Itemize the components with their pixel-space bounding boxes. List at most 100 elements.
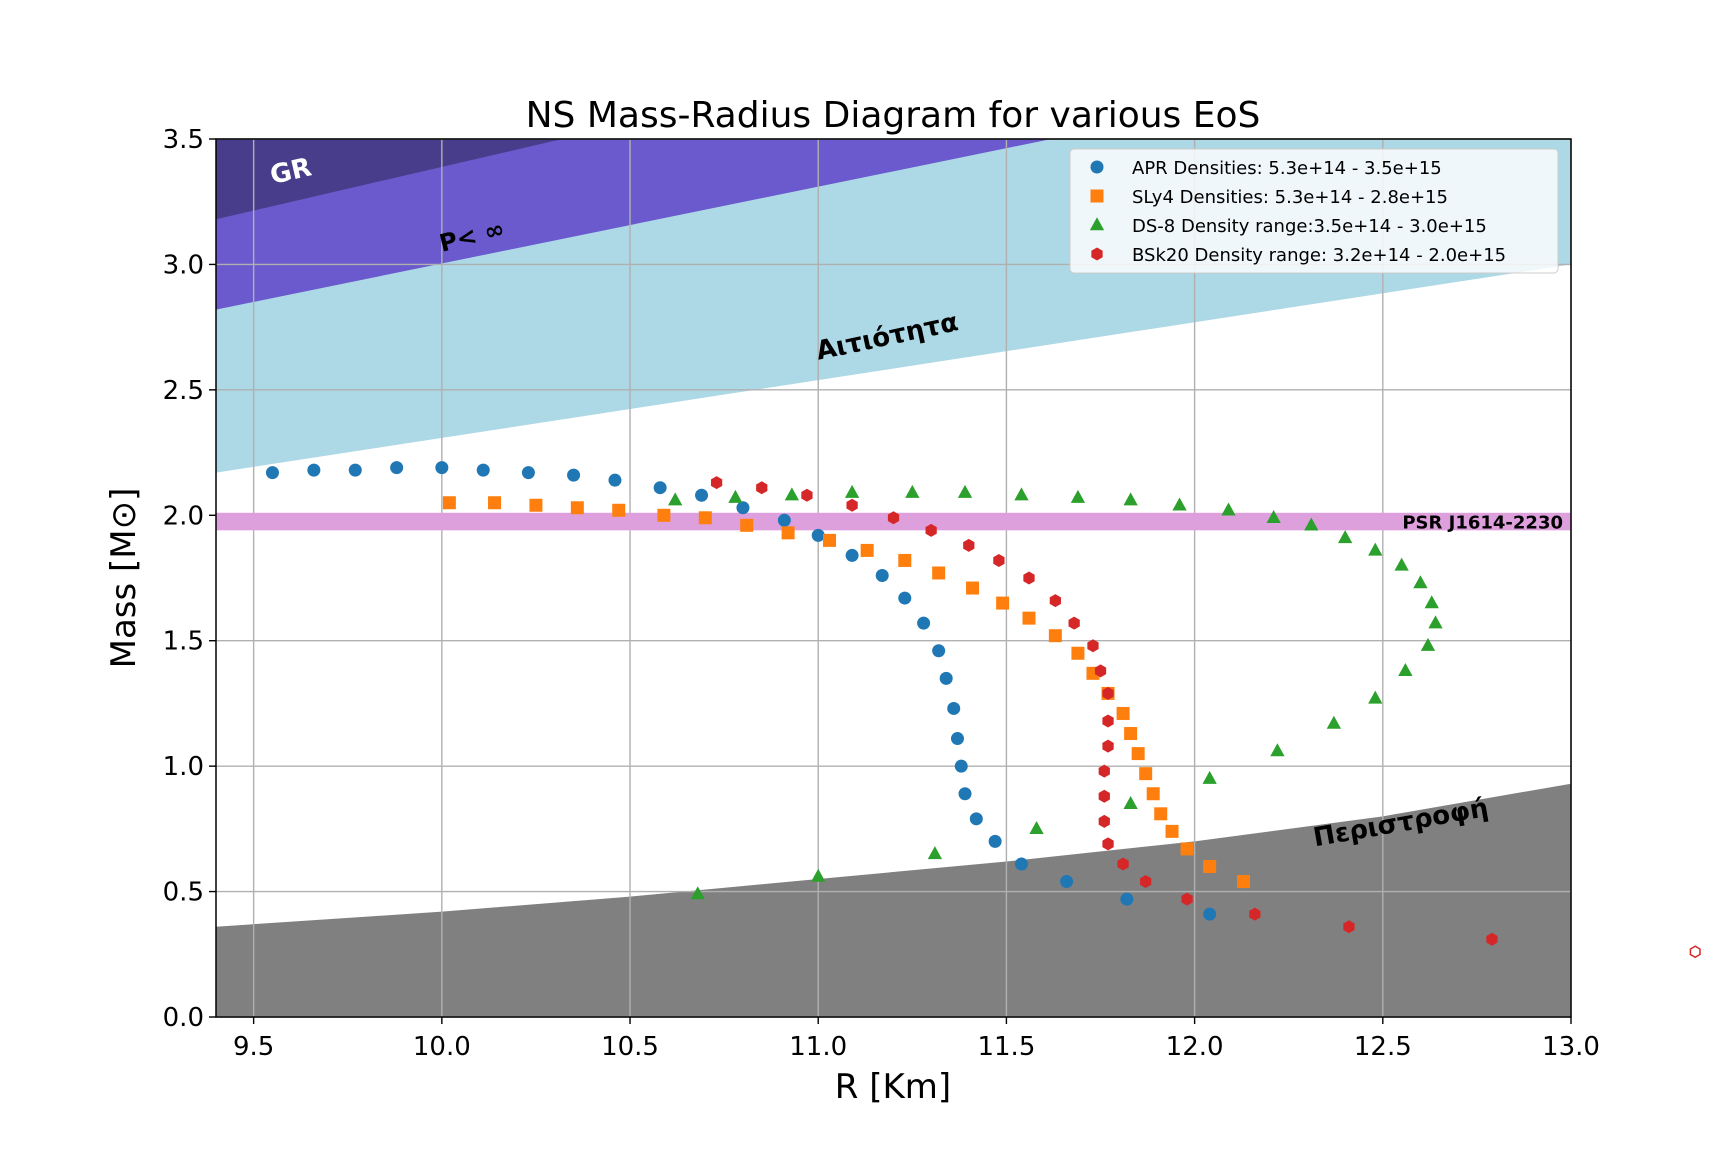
bsk20-point <box>1343 920 1355 934</box>
apr-point <box>932 644 946 658</box>
apr-point <box>390 461 404 475</box>
ds8-point <box>1326 715 1342 729</box>
apr-point <box>917 616 931 630</box>
ds8-point <box>690 886 705 900</box>
ds8-point <box>784 487 800 501</box>
sly4-point <box>1146 787 1160 801</box>
legend-marker-apr <box>1090 160 1104 174</box>
sly4-point <box>1116 706 1130 720</box>
sly4-point <box>740 518 754 532</box>
apr-point <box>695 488 709 502</box>
x-axis-label: R [Km] <box>835 1067 951 1107</box>
ds8-point <box>1368 542 1383 556</box>
bsk20-point <box>963 538 975 552</box>
apr-point <box>950 732 964 746</box>
apr-point <box>567 468 581 482</box>
ds8-point <box>844 484 860 498</box>
x-tick-label: 11.5 <box>977 1032 1035 1062</box>
x-tick-label: 10.0 <box>413 1032 471 1062</box>
bsk20-point <box>1049 594 1061 608</box>
bsk20-point <box>710 476 723 490</box>
ds8-point <box>1070 489 1086 503</box>
sly4-point <box>966 581 980 595</box>
apr-point <box>875 568 889 582</box>
ds8-point <box>1424 595 1439 609</box>
ds8-point <box>811 868 826 882</box>
apr-point <box>777 513 791 527</box>
apr-point <box>1014 857 1028 871</box>
y-tick-label: 3.0 <box>163 250 204 280</box>
apr-point <box>435 461 449 475</box>
bsk20-point <box>1140 875 1152 889</box>
bsk20-point <box>1098 764 1110 778</box>
region-gr <box>216 139 1571 220</box>
y-tick-label: 1.0 <box>163 752 204 782</box>
ds8-point <box>1123 492 1138 506</box>
bsk20-point <box>1098 814 1110 828</box>
region-p-infinity <box>216 139 1571 310</box>
sly4-point <box>1154 807 1168 821</box>
ds8-point <box>1014 487 1029 501</box>
sly4-point <box>860 543 874 557</box>
apr-point <box>1120 892 1134 906</box>
ds8-point <box>1123 795 1138 809</box>
legend-label-sly4: SLy4 Densities: 5.3e+14 - 2.8e+15 <box>1132 187 1448 208</box>
legend-label-apr: APR Densities: 5.3e+14 - 3.5e+15 <box>1132 158 1442 179</box>
x-axis-ticks: 9.5 10.0 10.5 11.0 11.5 12.0 12.5 13.0 <box>233 1017 1600 1062</box>
sly4-point <box>1071 646 1085 660</box>
legend-label-bsk20: BSk20 Density range: 3.2e+14 - 2.0e+15 <box>1132 245 1506 266</box>
y-tick-label: 2.5 <box>163 376 204 406</box>
apr-point <box>947 701 961 715</box>
sly4-point <box>1124 727 1138 741</box>
sly4-point <box>1203 859 1217 873</box>
bsk20-point <box>801 488 813 502</box>
y-axis-label: Mass [M⊙] <box>104 488 144 669</box>
ds8-point <box>905 484 920 498</box>
ds8-point <box>957 484 973 498</box>
sly4-point <box>932 566 946 580</box>
apr-point <box>954 759 968 773</box>
sly4-point <box>442 496 456 510</box>
sly4-point <box>1237 875 1251 889</box>
apr-point <box>811 528 825 542</box>
ds8-point <box>1398 663 1413 677</box>
y-tick-label: 0.0 <box>163 1003 204 1033</box>
apr-point <box>307 463 321 477</box>
bsk20-point <box>1181 892 1193 906</box>
bsk20-point <box>993 553 1005 567</box>
ds8-point <box>1368 690 1383 704</box>
x-tick-label: 11.0 <box>789 1032 847 1062</box>
ds8-point <box>1304 517 1319 531</box>
ds8-point <box>1338 530 1353 544</box>
legend: APR Densities: 5.3e+14 - 3.5e+15 SLy4 Den… <box>1069 148 1559 274</box>
ds8-point <box>1202 770 1217 784</box>
series-ds8 <box>668 484 1443 900</box>
sly4-point <box>1131 747 1145 761</box>
series-bsk20 <box>710 476 1701 959</box>
sly4-point <box>488 496 502 510</box>
apr-point <box>476 463 490 477</box>
bsk20-point <box>846 498 858 512</box>
x-tick-label: 12.5 <box>1354 1032 1412 1062</box>
region-rotation <box>216 783 1571 1017</box>
ds8-point <box>1413 575 1428 589</box>
y-axis-ticks: 0.0 0.5 1.0 1.5 2.0 2.5 3.0 3.5 <box>163 125 216 1033</box>
apr-point <box>1060 875 1074 889</box>
bsk20-point <box>1102 686 1114 700</box>
legend-marker-bsk20 <box>1091 247 1103 261</box>
y-tick-label: 1.5 <box>163 627 204 657</box>
sly4-point <box>1165 824 1179 838</box>
apr-point <box>1203 907 1217 921</box>
ds8-point <box>1266 509 1281 523</box>
bsk20-point <box>1087 639 1099 653</box>
sly4-point <box>612 503 626 517</box>
bsk20-point <box>1102 739 1114 753</box>
apr-point <box>958 787 972 801</box>
sly4-point <box>657 508 671 522</box>
apr-point <box>348 463 362 477</box>
psr-band-label: PSR J1614-2230 <box>1402 513 1563 534</box>
y-tick-label: 0.5 <box>163 878 204 908</box>
ds8-point <box>1270 743 1285 757</box>
sly4-point <box>898 553 912 567</box>
